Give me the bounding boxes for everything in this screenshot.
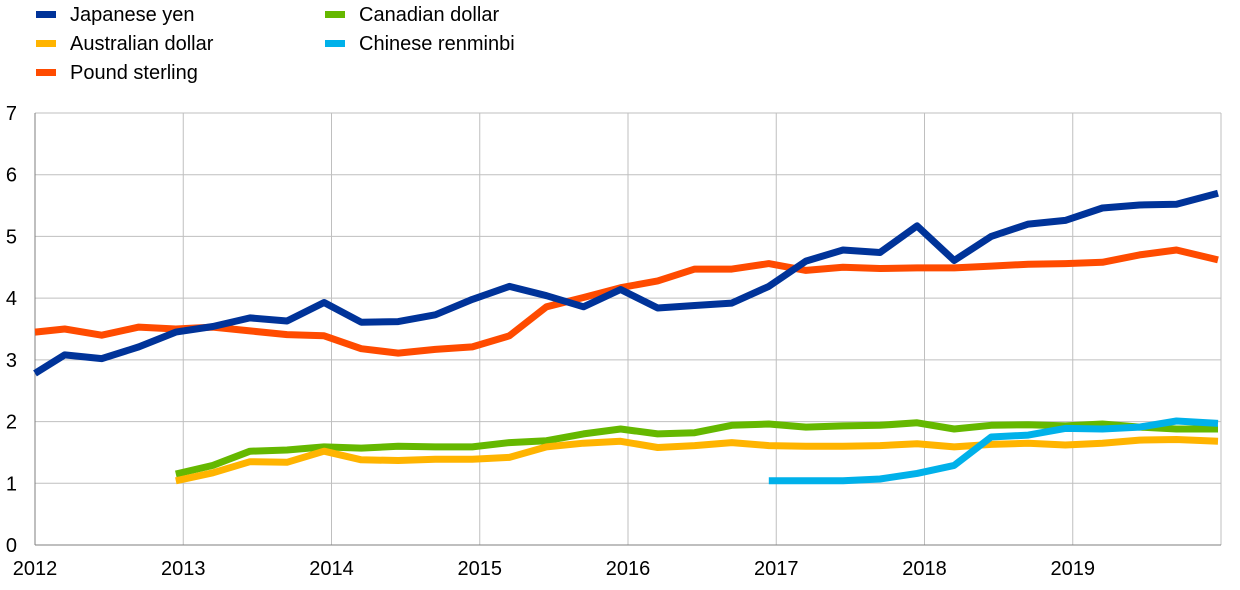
- series-layer: [33, 189, 1219, 485]
- x-tick-label: 2013: [161, 558, 206, 580]
- legend-item-pound-sterling: Pound sterling: [0, 58, 198, 87]
- legend-swatch-chinese-renminbi: [325, 40, 345, 47]
- series-line-canadian-dollar: [175, 419, 1218, 478]
- x-tick-label: 2019: [1051, 558, 1096, 580]
- y-tick-label: 0: [6, 535, 17, 557]
- legend-swatch-pound-sterling: [36, 69, 56, 76]
- legend-swatch-australian-dollar: [36, 40, 56, 47]
- legend-item-japanese-yen: Japanese yen: [0, 0, 195, 29]
- legend-item-chinese-renminbi: Chinese renminbi: [289, 29, 515, 58]
- legend-label-pound-sterling: Pound sterling: [70, 61, 198, 84]
- legend-label-australian-dollar: Australian dollar: [70, 32, 214, 55]
- series-line-japanese-yen: [33, 189, 1219, 377]
- x-tick-label: 2012: [13, 558, 58, 580]
- y-tick-label: 2: [6, 412, 17, 434]
- x-tick-label: 2014: [309, 558, 354, 580]
- y-tick-label: 6: [6, 165, 17, 187]
- legend-swatch-japanese-yen: [36, 11, 56, 18]
- series-line-chinese-renminbi: [768, 417, 1219, 485]
- series-line-pound-sterling: [34, 246, 1219, 357]
- legend-label-canadian-dollar: Canadian dollar: [359, 3, 500, 26]
- legend-item-australian-dollar: Australian dollar: [0, 29, 213, 58]
- grid-layer: [34, 112, 1221, 545]
- x-tick-label: 2017: [754, 558, 799, 580]
- legend-label-chinese-renminbi: Chinese renminbi: [359, 32, 515, 55]
- y-tick-label: 3: [6, 350, 17, 372]
- legend-swatch-canadian-dollar: [325, 11, 345, 18]
- tick-label-layer: 0 1 2 3 4 5 6 7 2012 2013 2014 2015 2016 2017 2018 2019: [6, 103, 1095, 580]
- x-tick-label: 2015: [458, 558, 503, 580]
- legend: Japanese yen Australian dollar Pound ste…: [0, 0, 700, 90]
- y-tick-label: 1: [6, 473, 17, 495]
- x-tick-label: 2018: [902, 558, 947, 580]
- legend-item-canadian-dollar: Canadian dollar: [289, 0, 499, 29]
- legend-label-japanese-yen: Japanese yen: [70, 3, 195, 26]
- x-tick-label: 2016: [606, 558, 651, 580]
- y-tick-label: 7: [6, 103, 17, 125]
- y-tick-label: 4: [6, 288, 17, 310]
- y-tick-label: 5: [6, 226, 17, 248]
- series-line-australian-dollar: [175, 436, 1219, 485]
